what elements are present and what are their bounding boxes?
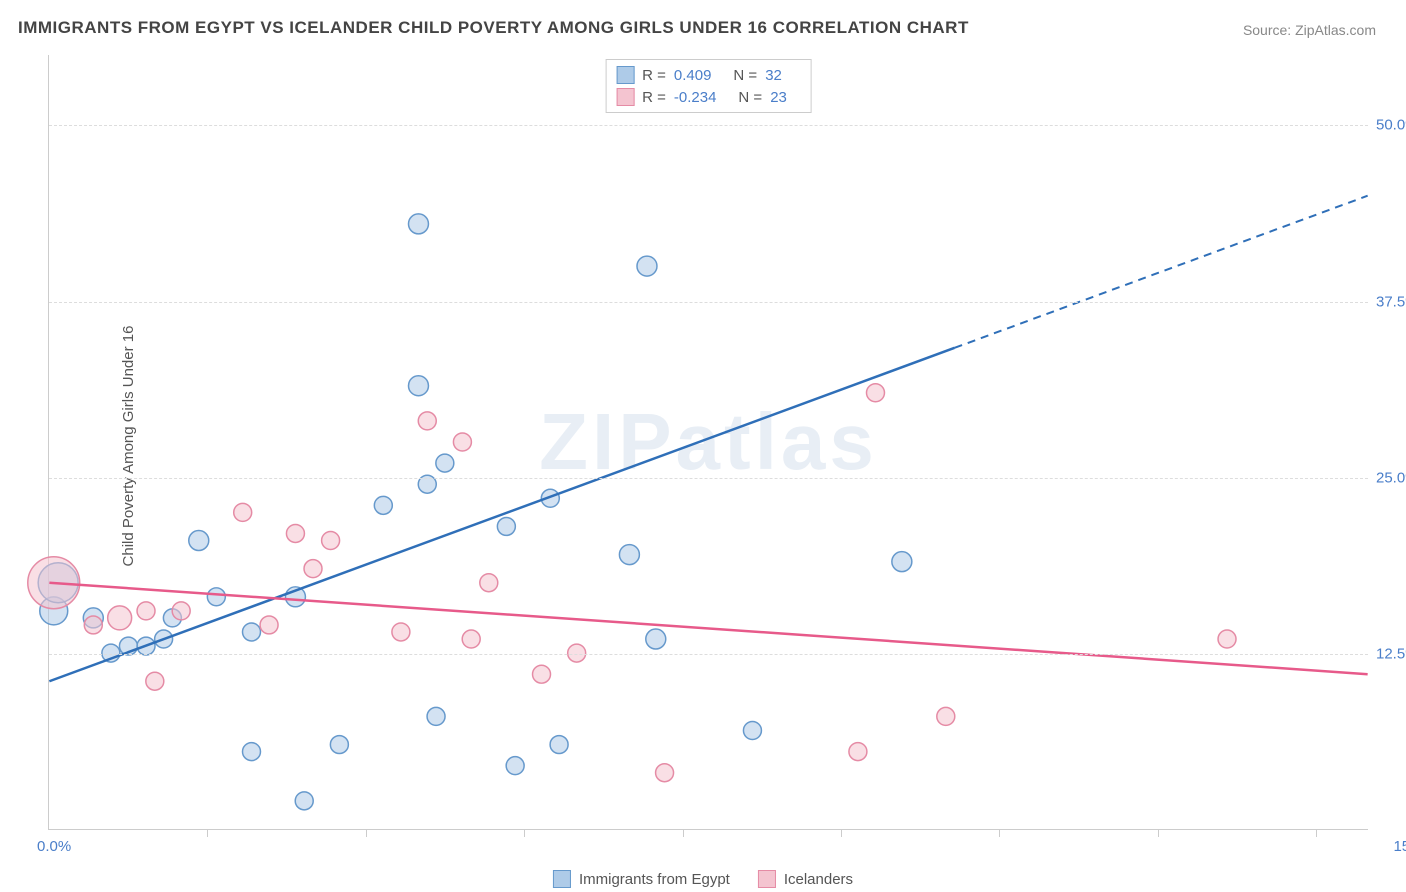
legend-item-series-2: Icelanders — [758, 870, 853, 888]
x-axis-min-label: 0.0% — [37, 838, 71, 855]
data-point — [243, 623, 261, 641]
legend-swatch-bottom-2 — [758, 870, 776, 888]
r-value-series-1: 0.409 — [674, 67, 712, 84]
data-point — [392, 623, 410, 641]
x-tick — [999, 829, 1000, 837]
data-point — [418, 412, 436, 430]
x-tick — [207, 829, 208, 837]
data-point — [533, 665, 551, 683]
data-point — [656, 764, 674, 782]
data-point — [108, 606, 132, 630]
data-point — [408, 376, 428, 396]
legend-label-series-1: Immigrants from Egypt — [579, 871, 730, 888]
data-point — [436, 454, 454, 472]
legend-swatch-bottom-1 — [553, 870, 571, 888]
gridline — [49, 478, 1368, 479]
data-point — [453, 433, 471, 451]
x-tick — [366, 829, 367, 837]
data-point — [892, 552, 912, 572]
gridline — [49, 654, 1368, 655]
data-point — [207, 588, 225, 606]
data-point — [937, 707, 955, 725]
legend-row-series-1: R = 0.409 N = 32 — [616, 64, 801, 86]
series-legend: Immigrants from Egypt Icelanders — [553, 870, 853, 888]
n-value-series-1: 32 — [765, 67, 782, 84]
data-point — [330, 736, 348, 754]
r-label: R = — [642, 89, 666, 106]
y-tick-label: 25.0% — [1376, 469, 1406, 486]
legend-item-series-1: Immigrants from Egypt — [553, 870, 730, 888]
data-point — [506, 757, 524, 775]
legend-row-series-2: R = -0.234 N = 23 — [616, 86, 801, 108]
n-label: N = — [733, 67, 757, 84]
r-label: R = — [642, 67, 666, 84]
x-tick — [841, 829, 842, 837]
r-value-series-2: -0.234 — [674, 89, 717, 106]
data-point — [189, 531, 209, 551]
trend-line — [49, 348, 954, 681]
n-value-series-2: 23 — [770, 89, 787, 106]
source-attribution: Source: ZipAtlas.com — [1243, 22, 1376, 38]
data-point — [146, 672, 164, 690]
data-point — [286, 524, 304, 542]
data-point — [84, 616, 102, 634]
chart-title: IMMIGRANTS FROM EGYPT VS ICELANDER CHILD… — [18, 18, 969, 38]
data-point — [480, 574, 498, 592]
data-point — [172, 602, 190, 620]
x-tick — [1316, 829, 1317, 837]
gridline — [49, 302, 1368, 303]
data-point — [234, 503, 252, 521]
data-point — [427, 707, 445, 725]
data-point — [243, 743, 261, 761]
trend-line-extrapolated — [955, 196, 1368, 348]
y-tick-label: 12.5% — [1376, 645, 1406, 662]
data-point — [1218, 630, 1236, 648]
n-label: N = — [738, 89, 762, 106]
data-point — [619, 545, 639, 565]
data-point — [646, 629, 666, 649]
y-tick-label: 50.0% — [1376, 117, 1406, 134]
data-point — [866, 384, 884, 402]
x-tick — [1158, 829, 1159, 837]
data-point — [408, 214, 428, 234]
data-point — [322, 532, 340, 550]
legend-swatch-series-2 — [616, 88, 634, 106]
data-point — [462, 630, 480, 648]
scatter-plot-svg — [49, 55, 1368, 829]
data-point — [743, 722, 761, 740]
data-point — [137, 602, 155, 620]
y-tick-label: 37.5% — [1376, 293, 1406, 310]
correlation-legend: R = 0.409 N = 32 R = -0.234 N = 23 — [605, 59, 812, 113]
data-point — [497, 517, 515, 535]
data-point — [637, 256, 657, 276]
legend-swatch-series-1 — [616, 66, 634, 84]
data-point — [550, 736, 568, 754]
data-point — [849, 743, 867, 761]
x-tick — [524, 829, 525, 837]
gridline — [49, 125, 1368, 126]
legend-label-series-2: Icelanders — [784, 871, 853, 888]
data-point — [260, 616, 278, 634]
data-point — [304, 560, 322, 578]
data-point — [295, 792, 313, 810]
chart-plot-area: ZIPatlas R = 0.409 N = 32 R = -0.234 N =… — [48, 55, 1368, 830]
data-point — [374, 496, 392, 514]
x-axis-max-label: 15.0% — [1393, 838, 1406, 855]
x-tick — [683, 829, 684, 837]
